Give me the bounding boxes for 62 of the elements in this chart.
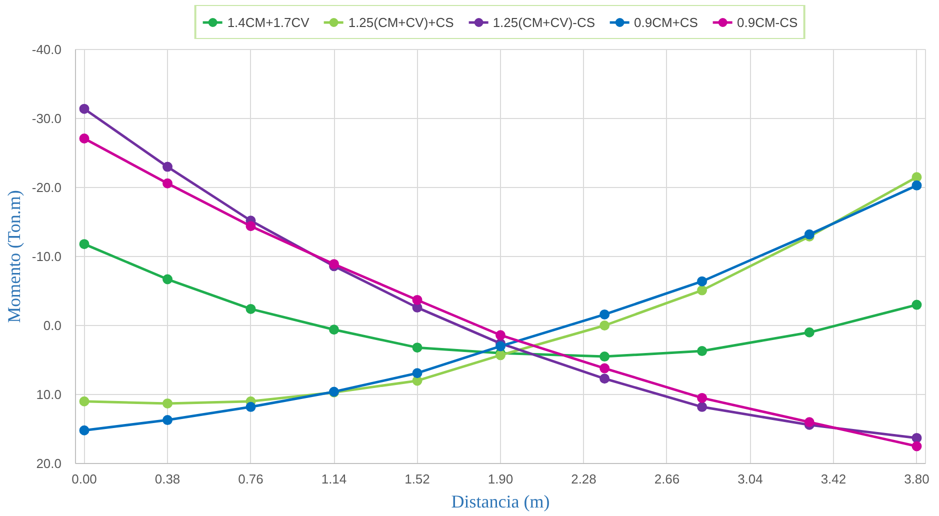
point bbox=[912, 180, 922, 190]
x-tick-label: 1.14 bbox=[321, 472, 347, 486]
x-tick-label: 2.66 bbox=[654, 472, 680, 486]
y-tick-label: 20.0 bbox=[36, 456, 62, 471]
x-tick-label: 0.00 bbox=[72, 472, 97, 486]
point bbox=[412, 342, 422, 353]
point bbox=[912, 300, 922, 310]
x-tick-label: 1.90 bbox=[488, 472, 514, 486]
point bbox=[804, 327, 814, 338]
y-tick-label: 0.0 bbox=[43, 318, 62, 333]
legend-label: 1.4CM+1.7CV bbox=[227, 14, 310, 30]
point bbox=[412, 294, 422, 305]
y-tick-label: -40.0 bbox=[32, 42, 62, 57]
point bbox=[246, 402, 256, 412]
point bbox=[412, 368, 422, 378]
legend-label: 1.25(CM+CV)+CS bbox=[348, 14, 454, 30]
x-axis-title: Distancia (m) bbox=[451, 492, 550, 512]
x-tick-label: 3.42 bbox=[820, 472, 846, 486]
point bbox=[912, 441, 922, 452]
y-axis-title: Momento (Ton.m) bbox=[4, 190, 24, 323]
point bbox=[79, 104, 90, 114]
point bbox=[329, 324, 340, 335]
point bbox=[697, 285, 708, 296]
x-tick-label: 3.80 bbox=[904, 472, 930, 486]
point bbox=[79, 396, 90, 406]
point bbox=[600, 374, 610, 384]
x-tick-label: 2.28 bbox=[571, 472, 596, 486]
legend-label: 1.25(CM+CV)-CS bbox=[492, 14, 596, 30]
point bbox=[79, 134, 90, 144]
point bbox=[804, 229, 814, 240]
point bbox=[697, 276, 708, 286]
point bbox=[697, 346, 708, 356]
point bbox=[162, 398, 173, 408]
x-tick-label: 1.52 bbox=[404, 472, 430, 486]
x-tick-label: 0.76 bbox=[238, 472, 264, 486]
point bbox=[79, 425, 90, 436]
point bbox=[162, 274, 173, 284]
point bbox=[162, 162, 173, 172]
point bbox=[600, 320, 610, 330]
point bbox=[162, 415, 173, 426]
legend-label: 0.9CM+CS bbox=[634, 14, 698, 30]
point bbox=[804, 417, 814, 428]
y-tick-label: -30.0 bbox=[32, 111, 62, 126]
point bbox=[246, 221, 256, 232]
y-tick-label: 10.0 bbox=[36, 387, 62, 402]
point bbox=[912, 172, 922, 182]
y-tick-label: -10.0 bbox=[32, 249, 62, 264]
point bbox=[162, 178, 173, 188]
point bbox=[600, 309, 610, 320]
point bbox=[79, 239, 90, 250]
x-tick-label: 0.38 bbox=[154, 472, 180, 486]
y-tick-label: -20.0 bbox=[32, 180, 62, 195]
point bbox=[697, 402, 708, 412]
point bbox=[496, 330, 506, 340]
legend-label: 0.9CM-CS bbox=[736, 14, 798, 30]
point bbox=[912, 432, 922, 443]
point bbox=[600, 352, 610, 362]
point bbox=[697, 392, 708, 403]
point bbox=[600, 363, 610, 374]
point bbox=[246, 304, 256, 314]
x-tick-label: 3.04 bbox=[738, 472, 763, 486]
point bbox=[496, 341, 506, 352]
